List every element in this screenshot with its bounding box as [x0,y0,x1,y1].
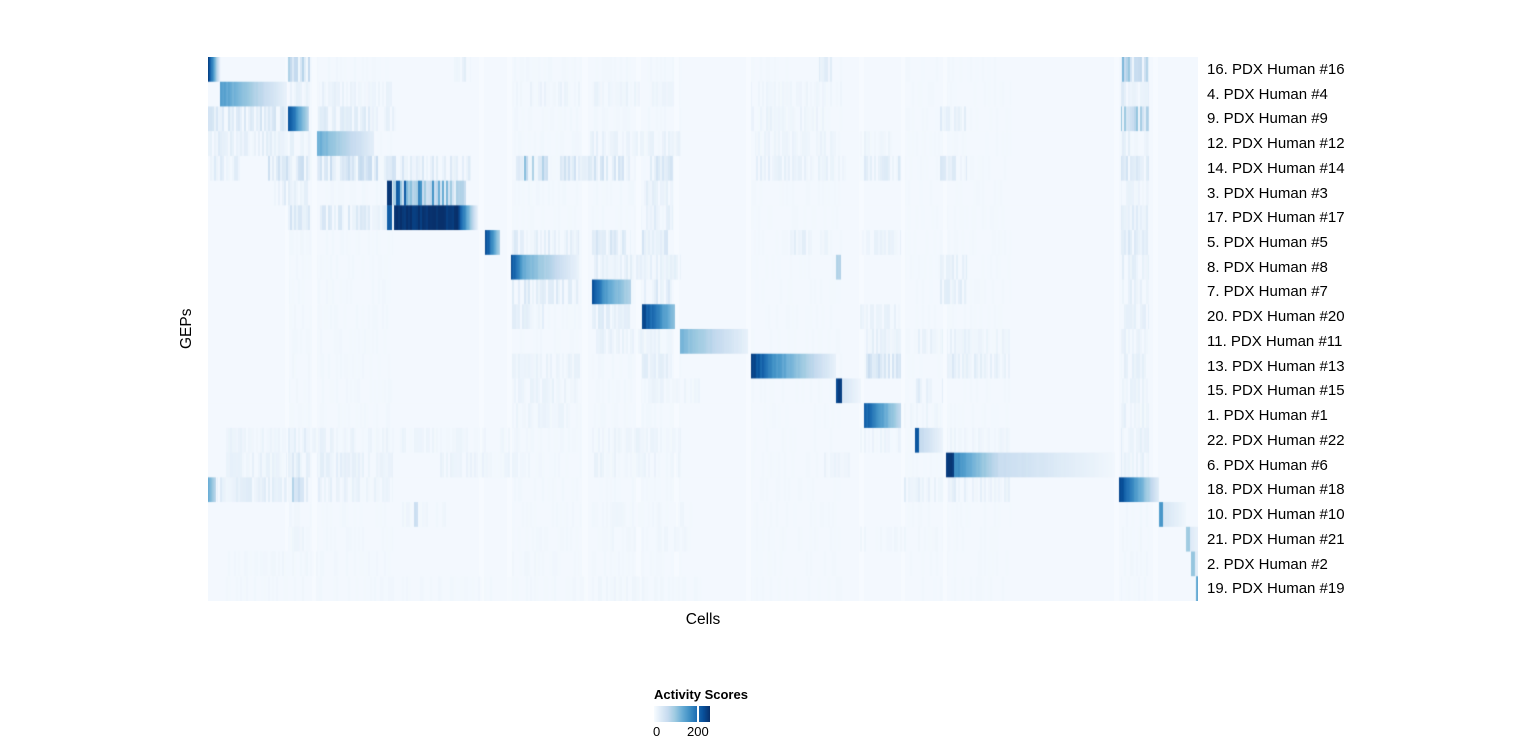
row-label: 19. PDX Human #19 [1207,580,1345,598]
row-label: 9. PDX Human #9 [1207,110,1328,128]
row-label: 8. PDX Human #8 [1207,258,1328,276]
row-labels: 16. PDX Human #16 4. PDX Human #4 9. PDX H… [1207,57,1407,601]
row-label: 21. PDX Human #21 [1207,530,1345,548]
row-label: 4. PDX Human #4 [1207,85,1328,103]
row-label: 20. PDX Human #20 [1207,308,1345,326]
colorbar-tick-mark-200 [696,706,699,722]
row-label: 15. PDX Human #15 [1207,382,1345,400]
row-label: 7. PDX Human #7 [1207,283,1328,301]
row-label: 14. PDX Human #14 [1207,159,1345,177]
row-label: 18. PDX Human #18 [1207,481,1345,499]
row-label: 5. PDX Human #5 [1207,234,1328,251]
row-label: 11. PDX Human #11 [1207,332,1343,350]
row-label: 12. PDX Human #12 [1207,135,1345,153]
x-axis-label: Cells [685,611,721,628]
y-axis-label: GEPs [178,308,195,350]
colorbar-tick-labels: 0 200 [653,724,710,740]
row-label: 13. PDX Human #13 [1207,357,1345,375]
row-label: 6. PDX Human #6 [1207,456,1328,474]
colorbar-title: Activity Scores [654,687,748,702]
row-label: 16. PDX Human #16 [1207,60,1345,78]
row-label: 17. PDX Human #17 [1207,209,1345,227]
row-label: 10. PDX Human #10 [1207,506,1345,524]
row-label: 22. PDX Human #22 [1207,431,1345,449]
row-label: 2. PDX Human #2 [1207,555,1328,573]
row-label: 1. PDX Human #1 [1207,407,1328,425]
colorbar-legend: Activity Scores 0 200 [653,687,794,740]
colorbar-gradient [654,706,710,722]
heatmap-canvas [208,57,1198,601]
colorbar-tick-label-200: 200 [687,724,709,739]
row-label: 3. PDX Human #3 [1207,184,1328,202]
colorbar-tick-label-0: 0 [653,724,661,739]
